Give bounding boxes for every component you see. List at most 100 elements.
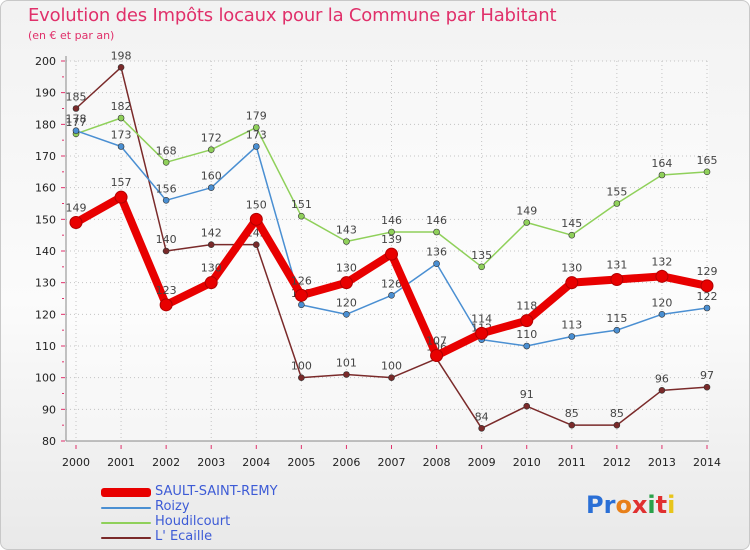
y-tick-label: 180 xyxy=(35,118,56,131)
proxiti-logo: Proxiti xyxy=(586,491,675,519)
data-label-sault-saint-remy: 126 xyxy=(291,274,312,287)
data-label-roizy: 160 xyxy=(201,170,222,183)
data-label-roizy: 120 xyxy=(651,296,672,309)
data-point-roizy xyxy=(613,326,621,334)
logo-letter: r xyxy=(603,491,616,519)
data-point-l-ecaille xyxy=(162,247,170,255)
data-point-houdilcourt xyxy=(613,200,621,207)
data-label-sault-saint-remy: 131 xyxy=(606,259,627,272)
data-label-houdilcourt: 177 xyxy=(66,116,87,129)
data-point-houdilcourt xyxy=(568,231,576,239)
legend: SAULT-SAINT-REMY Roizy Houdilcourt L' Ec… xyxy=(101,484,401,545)
data-label-houdilcourt: 182 xyxy=(111,100,132,113)
data-point-roizy xyxy=(568,333,576,340)
data-point-l-ecaille xyxy=(613,421,621,429)
data-point-roizy xyxy=(658,311,666,318)
data-label-houdilcourt: 165 xyxy=(697,154,718,167)
data-point-l-ecaille xyxy=(568,421,576,429)
x-tick-label: 2012 xyxy=(603,456,631,469)
y-tick-label: 150 xyxy=(35,213,56,226)
data-point-l-ecaille xyxy=(117,64,125,71)
data-point-roizy xyxy=(252,143,260,150)
data-label-l-ecaille: 142 xyxy=(201,227,222,240)
data-point-sault-saint-remy xyxy=(114,190,128,204)
legend-item-roizy: Roizy xyxy=(101,499,401,515)
data-point-sault-saint-remy xyxy=(700,279,714,293)
data-label-roizy: 110 xyxy=(516,328,537,341)
data-point-l-ecaille xyxy=(207,241,215,248)
logo-letter: P xyxy=(586,491,604,519)
data-point-houdilcourt xyxy=(433,228,440,236)
data-point-sault-saint-remy xyxy=(520,314,534,328)
logo-letter: i xyxy=(647,491,656,519)
x-tick-label: 2005 xyxy=(287,456,315,469)
data-point-roizy xyxy=(117,143,125,150)
data-point-houdilcourt xyxy=(162,159,170,166)
chart-title: Evolution des Impôts locaux pour la Comm… xyxy=(28,5,557,26)
logo-letter: t xyxy=(655,491,668,519)
y-tick-label: 100 xyxy=(35,372,56,385)
data-label-houdilcourt: 151 xyxy=(291,198,312,211)
data-point-sault-saint-remy xyxy=(204,276,218,290)
data-point-roizy xyxy=(433,260,440,267)
legend-label: Roizy xyxy=(155,499,190,514)
data-label-roizy: 122 xyxy=(697,290,718,303)
legend-swatch xyxy=(101,507,151,509)
data-label-roizy: 136 xyxy=(426,246,447,259)
x-tick-label: 2009 xyxy=(468,456,496,469)
data-point-sault-saint-remy xyxy=(475,326,489,340)
data-label-roizy: 113 xyxy=(561,319,582,332)
data-point-l-ecaille xyxy=(658,387,666,394)
data-label-l-ecaille: 84 xyxy=(475,410,489,423)
data-label-l-ecaille: 96 xyxy=(655,372,669,385)
x-tick-label: 2013 xyxy=(648,456,676,469)
x-tick-label: 2001 xyxy=(107,456,135,469)
x-tick-label: 2008 xyxy=(423,456,451,469)
data-point-sault-saint-remy xyxy=(655,269,669,283)
data-label-houdilcourt: 155 xyxy=(606,186,627,199)
data-point-houdilcourt xyxy=(703,168,711,176)
x-tick-label: 2002 xyxy=(152,456,180,469)
data-label-houdilcourt: 149 xyxy=(516,205,537,218)
legend-item-houdilcourt: Houdilcourt xyxy=(101,514,401,530)
data-point-sault-saint-remy xyxy=(249,212,263,226)
data-label-sault-saint-remy: 157 xyxy=(111,176,132,189)
data-label-houdilcourt: 146 xyxy=(381,214,402,227)
data-point-houdilcourt xyxy=(478,263,485,271)
data-label-l-ecaille: 85 xyxy=(565,407,579,420)
x-tick-label: 2003 xyxy=(197,456,225,469)
y-tick-label: 130 xyxy=(35,277,56,290)
legend-label: L' Ecaille xyxy=(155,529,213,544)
data-label-l-ecaille: 198 xyxy=(111,49,132,62)
data-point-houdilcourt xyxy=(252,124,260,131)
data-label-houdilcourt: 143 xyxy=(336,224,357,237)
data-label-roizy: 156 xyxy=(156,182,177,195)
x-tick-label: 2000 xyxy=(62,456,90,469)
y-tick-label: 140 xyxy=(35,245,56,258)
data-point-l-ecaille xyxy=(343,371,350,378)
data-label-sault-saint-remy: 130 xyxy=(336,262,357,275)
data-point-houdilcourt xyxy=(523,219,531,226)
y-tick-label: 80 xyxy=(42,435,56,448)
x-tick-label: 2004 xyxy=(242,456,270,469)
y-tick-label: 120 xyxy=(35,308,56,321)
data-label-houdilcourt: 164 xyxy=(651,157,672,170)
data-label-sault-saint-remy: 118 xyxy=(516,300,537,313)
legend-label: SAULT-SAINT-REMY xyxy=(155,484,278,499)
data-label-l-ecaille: 101 xyxy=(336,357,357,370)
y-tick-label: 170 xyxy=(35,150,56,163)
x-tick-label: 2014 xyxy=(693,456,721,469)
logo-letter: o xyxy=(615,491,632,519)
data-label-roizy: 126 xyxy=(381,277,402,290)
data-point-l-ecaille xyxy=(703,383,711,391)
data-point-roizy xyxy=(343,311,350,318)
data-label-l-ecaille: 185 xyxy=(66,91,87,104)
data-label-houdilcourt: 135 xyxy=(471,249,492,262)
legend-swatch xyxy=(101,488,151,497)
data-label-l-ecaille: 85 xyxy=(610,407,624,420)
data-point-sault-saint-remy xyxy=(385,247,398,261)
data-label-sault-saint-remy: 123 xyxy=(156,284,177,297)
data-label-houdilcourt: 145 xyxy=(561,217,582,230)
y-tick-label: 110 xyxy=(35,340,56,353)
